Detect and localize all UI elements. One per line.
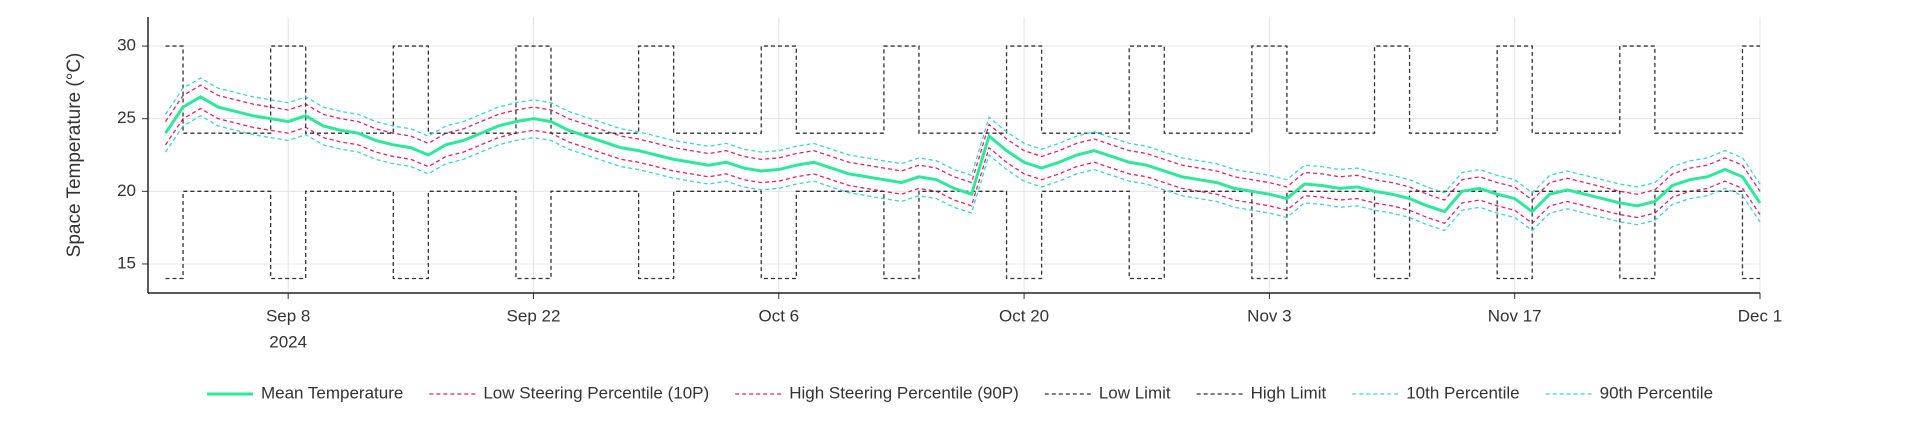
legend-label: High Steering Percentile (90P) (789, 383, 1019, 402)
x-year-label: 2024 (269, 332, 307, 351)
y-tick-label: 25 (117, 108, 136, 127)
x-tick-label: Oct 20 (999, 306, 1049, 325)
y-tick-label: 20 (117, 181, 136, 200)
legend-label: Low Steering Percentile (10P) (483, 383, 709, 402)
legend-label: High Limit (1251, 383, 1327, 402)
y-tick-label: 15 (117, 253, 136, 272)
series-line (164, 115, 1761, 232)
x-tick-label: Nov 3 (1247, 306, 1291, 325)
x-tick-label: Nov 17 (1488, 306, 1542, 325)
series-line (164, 77, 1761, 194)
y-axis-title: Space Temperature (°C) (64, 53, 85, 258)
x-tick-label: Sep 8 (266, 306, 310, 325)
legend-label: 90th Percentile (1600, 383, 1713, 402)
series-line (165, 45, 1760, 134)
x-tick-label: Sep 22 (507, 306, 561, 325)
legend-label: Mean Temperature (261, 383, 403, 402)
legend: Mean Temperature Low Steering Percentile … (206, 383, 1713, 402)
series-line (164, 95, 1762, 214)
series-line (164, 84, 1761, 201)
y-tick-label: 30 (117, 36, 136, 55)
legend-label: Low Limit (1099, 383, 1171, 402)
series-line (164, 107, 1761, 225)
x-tick-label: Dec 1 (1738, 306, 1782, 325)
x-tick-label: Oct 6 (758, 306, 799, 325)
legend-label: 10th Percentile (1406, 383, 1519, 402)
